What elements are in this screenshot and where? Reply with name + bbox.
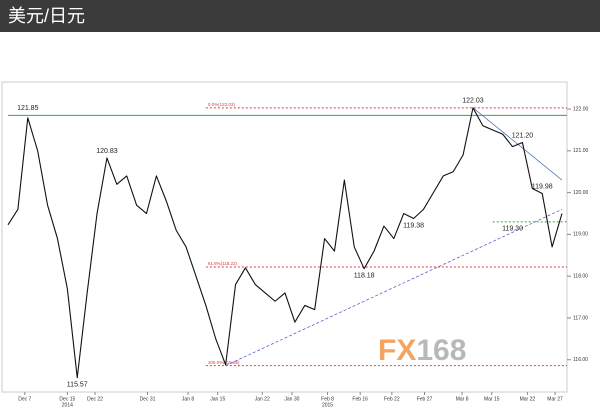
x-tick-label: Feb 22 bbox=[384, 396, 400, 402]
y-tick-label: 120.00 bbox=[573, 190, 589, 196]
annotation: 115.57 bbox=[67, 382, 88, 389]
watermark: FX168 bbox=[378, 334, 466, 367]
x-tick-label: Mar 8 bbox=[456, 396, 469, 402]
annotation: 120.83 bbox=[96, 148, 118, 155]
x-tick-label: Jan 22 bbox=[255, 396, 270, 402]
trendline bbox=[472, 107, 563, 181]
x-tick-label: Dec 31 bbox=[140, 396, 156, 402]
watermark-part: 168 bbox=[416, 334, 466, 367]
trendline bbox=[225, 208, 563, 366]
level-label: 100.0%(115.86) bbox=[208, 360, 240, 365]
annotation: 121.20 bbox=[512, 132, 534, 139]
annotation: 118.18 bbox=[354, 273, 375, 280]
annotation: 121.85 bbox=[17, 105, 39, 112]
x-tick-label: Feb 27 bbox=[417, 396, 433, 402]
chart-background bbox=[0, 32, 600, 409]
y-tick-label: 117.00 bbox=[573, 315, 588, 321]
year-label: 2014 bbox=[62, 402, 73, 408]
year-label: 2015 bbox=[322, 402, 333, 408]
header-bar bbox=[0, 0, 600, 32]
x-tick-label: Jan 8 bbox=[182, 396, 194, 402]
y-tick-label: 121.00 bbox=[573, 148, 589, 154]
y-tick-label: 116.00 bbox=[573, 357, 588, 363]
x-tick-label: Feb 16 bbox=[352, 396, 368, 402]
annotation: 119.38 bbox=[403, 222, 424, 229]
annotation: 122.03 bbox=[462, 98, 484, 105]
x-tick-label: Dec 7 bbox=[18, 396, 31, 402]
x-tick-label: Feb 8 bbox=[321, 396, 334, 402]
x-tick-label: Dec 15 bbox=[59, 396, 75, 402]
annotation: 119.30 bbox=[502, 226, 523, 233]
level-label: 61.8%(118.22) bbox=[208, 261, 238, 266]
price-line bbox=[7, 107, 563, 379]
y-tick-label: 118.00 bbox=[573, 274, 588, 280]
level-label: 0.0%(122.03) bbox=[208, 102, 236, 107]
x-tick-label: Mar 27 bbox=[547, 396, 563, 402]
x-tick-label: Jan 30 bbox=[284, 396, 299, 402]
x-tick-label: Mar 15 bbox=[484, 396, 500, 402]
x-tick-label: Mar 22 bbox=[520, 396, 536, 402]
annotation: 119.98 bbox=[532, 183, 553, 190]
plot-frame bbox=[1, 81, 568, 393]
x-tick-label: Jan 15 bbox=[210, 396, 225, 402]
y-tick-label: 122.00 bbox=[573, 106, 589, 112]
header-title: 美元/日元 bbox=[8, 6, 85, 26]
watermark-part: FX bbox=[378, 334, 416, 367]
y-tick-label: 119.00 bbox=[573, 232, 588, 238]
x-tick-label: Dec 22 bbox=[87, 396, 103, 402]
